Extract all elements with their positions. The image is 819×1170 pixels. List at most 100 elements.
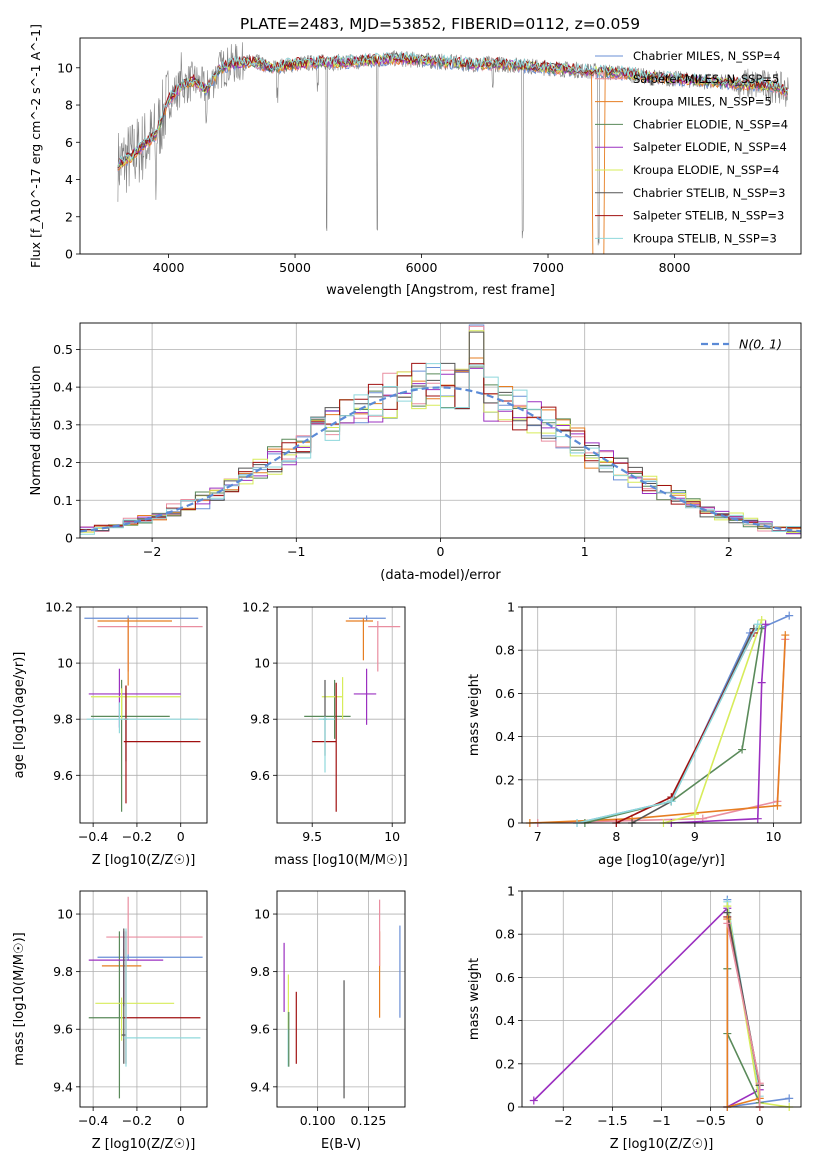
legend-label: Kroupa ELODIE, N_SSP=4 [633, 163, 779, 177]
y-tick-label: 9.4 [53, 1079, 73, 1094]
y-tick-label: 0.3 [53, 417, 73, 432]
x-axis-label: (data-model)/error [380, 568, 501, 583]
mass-weight-line [615, 632, 755, 823]
x-tick-label: 8000 [659, 260, 691, 275]
axes-frame [276, 606, 406, 824]
y-tick-label: 0 [507, 1100, 515, 1115]
y-tick-label: 9.6 [250, 1022, 270, 1037]
x-tick-label: −0.4 [78, 1113, 108, 1128]
residual-histogram-plot: −2 −1 0 1 2 0 0.1 0.2 0.3 0.4 0.5 (data-model)/erro… [29, 322, 802, 583]
x-axis-label: Z [log10(Z/Z☉)] [92, 853, 196, 868]
residual-histogram [80, 324, 801, 535]
data-marker [785, 611, 794, 620]
mass-weight-line [576, 623, 759, 823]
y-tick-label: 0.5 [53, 342, 73, 357]
y-tick-label: 9.8 [250, 964, 270, 979]
y-tick-label: 0.8 [495, 927, 515, 942]
x-tick-label: 4000 [153, 260, 185, 275]
y-axis-label: Flux [f_λ10^-17 erg cm^-2 s^-1 A^-1] [28, 24, 43, 268]
y-tick-label: 0.2 [53, 455, 73, 470]
x-tick-label: 7000 [532, 260, 564, 275]
y-tick-label: 0 [507, 816, 515, 831]
data-marker [785, 1094, 794, 1103]
y-tick-label: 10.2 [242, 600, 270, 615]
x-tick-label: 5000 [279, 260, 311, 275]
y-tick-label: 8 [65, 98, 73, 113]
data-marker [761, 620, 770, 629]
legend-label: Chabrier ELODIE, N_SSP=4 [633, 117, 788, 131]
mass-weight-line [631, 628, 755, 823]
y-tick-label: 9.8 [53, 964, 73, 979]
mass-weight-line [584, 628, 763, 823]
y-tick-label: 0.1 [53, 493, 73, 508]
mass-weight-line [671, 624, 767, 823]
y-tick-label: 4 [65, 172, 73, 187]
data-marker [781, 631, 790, 640]
y-tick-label: 0.4 [495, 729, 515, 744]
x-tick-label: 2 [725, 544, 733, 559]
x-tick-label: −1.5 [597, 1113, 627, 1128]
y-axis-label: mass [log10(M/M☉)] [12, 932, 27, 1065]
y-tick-label: 0 [65, 531, 73, 546]
mass-weight-line [533, 906, 761, 1107]
axes-frame [521, 606, 802, 824]
data-marker [757, 678, 766, 687]
legend-label: Kroupa MILES, N_SSP=5 [633, 95, 772, 109]
y-axis-label: Normed distribution [29, 366, 44, 496]
axes-frame [276, 890, 406, 1108]
x-tick-label: −2 [554, 1113, 572, 1128]
mass-weight-line [537, 639, 787, 823]
data-marker [757, 615, 766, 624]
axes-frame [521, 890, 802, 1108]
x-tick-label: 0 [437, 544, 445, 559]
data-marker [738, 745, 747, 754]
y-tick-label: 0.6 [495, 686, 515, 701]
y-tick-label: 0.4 [53, 380, 73, 395]
x-tick-label: 6000 [406, 260, 438, 275]
y-tick-label: 0.2 [495, 1056, 515, 1071]
x-tick-label: 0.125 [351, 1113, 387, 1128]
x-tick-label: 1 [581, 544, 589, 559]
x-tick-label: −0.5 [695, 1113, 725, 1128]
x-tick-label: −0.2 [122, 1113, 152, 1128]
x-tick-label: 0 [177, 1113, 185, 1128]
x-tick-label: 10 [766, 829, 782, 844]
data-marker [753, 620, 762, 629]
x-axis-label: Z [log10(Z/Z☉)] [92, 1137, 196, 1152]
mass-weight-line [726, 923, 761, 1107]
data-marker [667, 797, 676, 806]
x-tick-label: 0 [756, 1113, 764, 1128]
normal-distribution-curve [80, 386, 801, 533]
y-tick-label: 9.6 [53, 1022, 73, 1037]
y-axis-label: age [log10(age/yr)] [12, 652, 27, 779]
legend-label: N(0, 1) [739, 337, 782, 352]
x-tick-label: −0.4 [78, 829, 108, 844]
x-tick-label: −0.2 [122, 829, 152, 844]
x-tick-label: 10 [384, 829, 400, 844]
mass-weight-line [529, 635, 787, 823]
x-tick-label: −2 [143, 544, 161, 559]
x-tick-label: 7 [534, 829, 542, 844]
y-tick-label: 9.4 [250, 1079, 270, 1094]
x-tick-label: −1 [287, 544, 305, 559]
y-tick-label: 10 [57, 907, 73, 922]
y-tick-label: 9.8 [53, 712, 73, 727]
figure-title: PLATE=2483, MJD=53852, FIBERID=0112, z=0… [240, 15, 640, 33]
x-tick-label: 9 [691, 829, 699, 844]
axes-frame [79, 322, 802, 539]
axes-frame [79, 606, 208, 824]
data-marker [690, 810, 699, 819]
x-axis-label: wavelength [Angstrom, rest frame] [326, 283, 555, 298]
mass-vs-metallicity-plot: −0.4 −0.2 0 9.4 9.6 9.8 10 Z [log10(Z/Z☉)] mass … [12, 890, 208, 1152]
legend-label: Salpeter ELODIE, N_SSP=4 [633, 140, 787, 154]
y-tick-label: 9.6 [250, 768, 270, 783]
y-tick-label: 0.6 [495, 970, 515, 985]
data-marker [753, 814, 762, 823]
axes-frame [79, 890, 208, 1108]
x-tick-label: 9.5 [302, 829, 322, 844]
y-tick-label: 0 [65, 247, 73, 262]
model-spectrum-line [117, 52, 788, 168]
legend-label: Kroupa STELIB, N_SSP=3 [633, 231, 777, 245]
x-axis-label: Z [log10(Z/Z☉)] [610, 1137, 714, 1152]
